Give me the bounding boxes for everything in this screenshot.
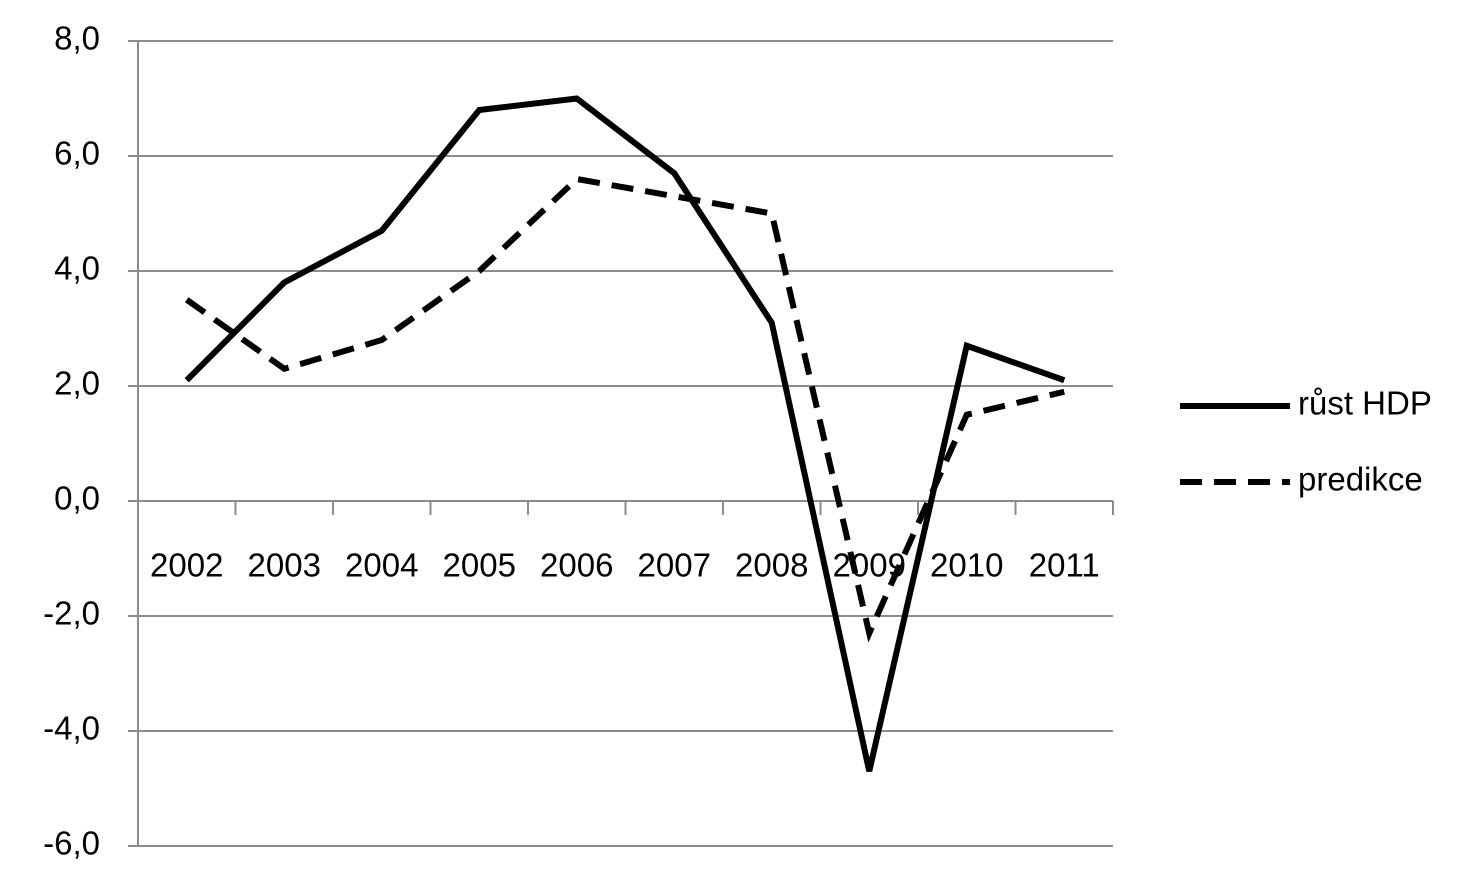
x-tick-label: 2004	[345, 547, 418, 584]
y-tick-label: 4,0	[54, 250, 100, 287]
y-tick-label: -2,0	[43, 595, 100, 632]
x-tick-label: 2011	[1029, 547, 1100, 584]
x-tick-label: 2007	[638, 547, 711, 584]
y-tick-label: -4,0	[43, 710, 100, 747]
y-tick-label: 6,0	[54, 135, 100, 172]
series-line	[185, 175, 1065, 643]
legend-label: růst HDP	[1298, 385, 1432, 422]
y-tick-label: 8,0	[54, 20, 100, 57]
y-tick-label: -6,0	[43, 825, 100, 862]
series-line	[184, 95, 1066, 772]
y-tick-label: 0,0	[54, 480, 100, 517]
legend-label: predikce	[1298, 461, 1423, 498]
x-tick-label: 2008	[735, 547, 808, 584]
y-tick-label: 2,0	[54, 365, 100, 402]
x-tick-label: 2006	[540, 547, 613, 584]
x-tick-label: 2005	[443, 547, 516, 584]
x-tick-label: 2003	[248, 547, 321, 584]
x-tick-label: 2002	[150, 547, 223, 584]
x-tick-label: 2010	[930, 547, 1003, 584]
